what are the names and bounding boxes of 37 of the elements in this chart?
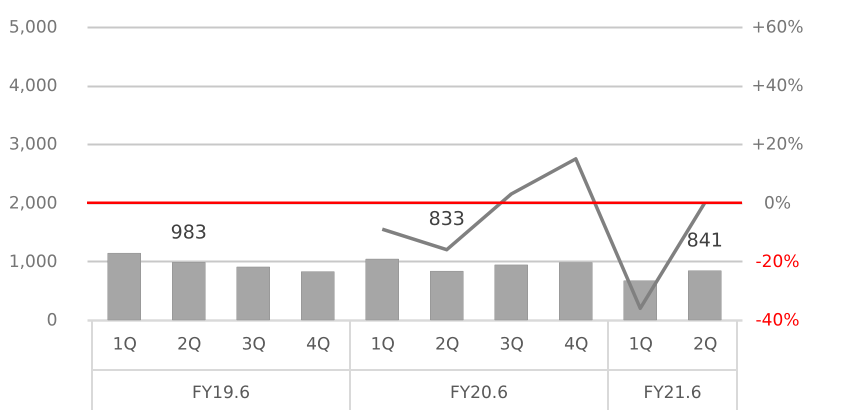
- x-tick-label: 3Q: [500, 334, 524, 354]
- y2-tick-label: 0%: [764, 193, 791, 214]
- bar: [108, 252, 141, 320]
- bar: [236, 266, 270, 320]
- text: FY20.6: [450, 383, 508, 403]
- x-tick-label: 1Q: [628, 334, 653, 354]
- data-label: 833: [428, 208, 465, 230]
- y-tick-label: 3,000: [8, 134, 58, 155]
- x-tick-label: 2Q: [693, 334, 718, 354]
- bar: [430, 270, 464, 320]
- y2-tick-label: +60%: [751, 18, 804, 38]
- bar: [301, 271, 334, 320]
- y-tick-label: 2,000: [8, 193, 58, 214]
- x-tick-label: 4Q: [564, 334, 588, 354]
- x-tick-label: 2Q: [177, 334, 202, 354]
- x-tick-label: 1Q: [112, 334, 137, 354]
- x-tick-label: 1Q: [370, 334, 395, 354]
- bar: [559, 262, 592, 320]
- y2-tick-label: -20%: [756, 252, 800, 272]
- y-tick-label: 5,000: [8, 18, 58, 38]
- bar: [494, 264, 528, 320]
- x-tick-label: 2Q: [435, 334, 460, 354]
- y-tick-label: 0: [46, 310, 58, 330]
- y2-tick-label: +40%: [751, 76, 804, 96]
- x-tick-label: 3Q: [242, 334, 266, 354]
- x-tick-label: 4Q: [306, 334, 330, 354]
- bar: [172, 262, 206, 320]
- data-label: 841: [686, 230, 723, 252]
- text: FY19.6: [192, 383, 250, 403]
- data-label: 983: [170, 221, 207, 244]
- y-tick-label: 4,000: [8, 76, 58, 96]
- bar: [688, 270, 722, 320]
- y2-tick-label: +20%: [751, 134, 804, 155]
- text: FY21.6: [643, 383, 702, 403]
- bar: [366, 258, 399, 320]
- y2-tick-label: -40%: [756, 310, 800, 330]
- y-tick-label: 1,000: [8, 252, 58, 272]
